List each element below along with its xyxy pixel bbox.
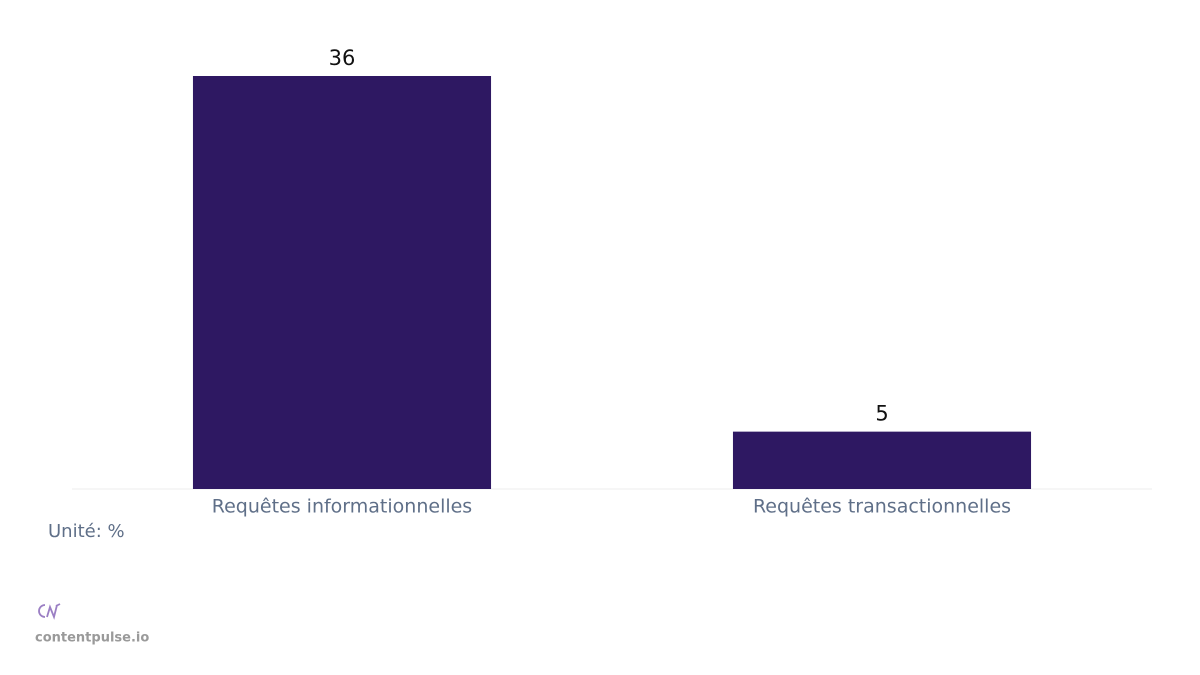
source: contentpulse.io: [35, 631, 149, 646]
bar: [192, 76, 492, 489]
value-label: 36: [329, 46, 356, 70]
logo: [38, 603, 61, 620]
x-tick-label: Requêtes transactionnelles: [753, 496, 1011, 518]
bar: [732, 431, 1032, 489]
unit-note: Unité: %: [48, 521, 125, 542]
x-tick-label: Requêtes informationnelles: [212, 496, 472, 518]
value-label: 5: [875, 402, 888, 426]
